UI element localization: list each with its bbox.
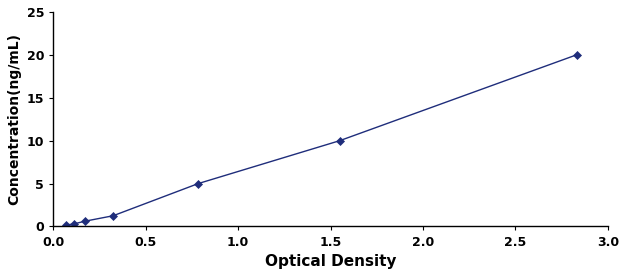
- Y-axis label: Concentration(ng/mL): Concentration(ng/mL): [7, 33, 21, 205]
- X-axis label: Optical Density: Optical Density: [265, 254, 396, 269]
